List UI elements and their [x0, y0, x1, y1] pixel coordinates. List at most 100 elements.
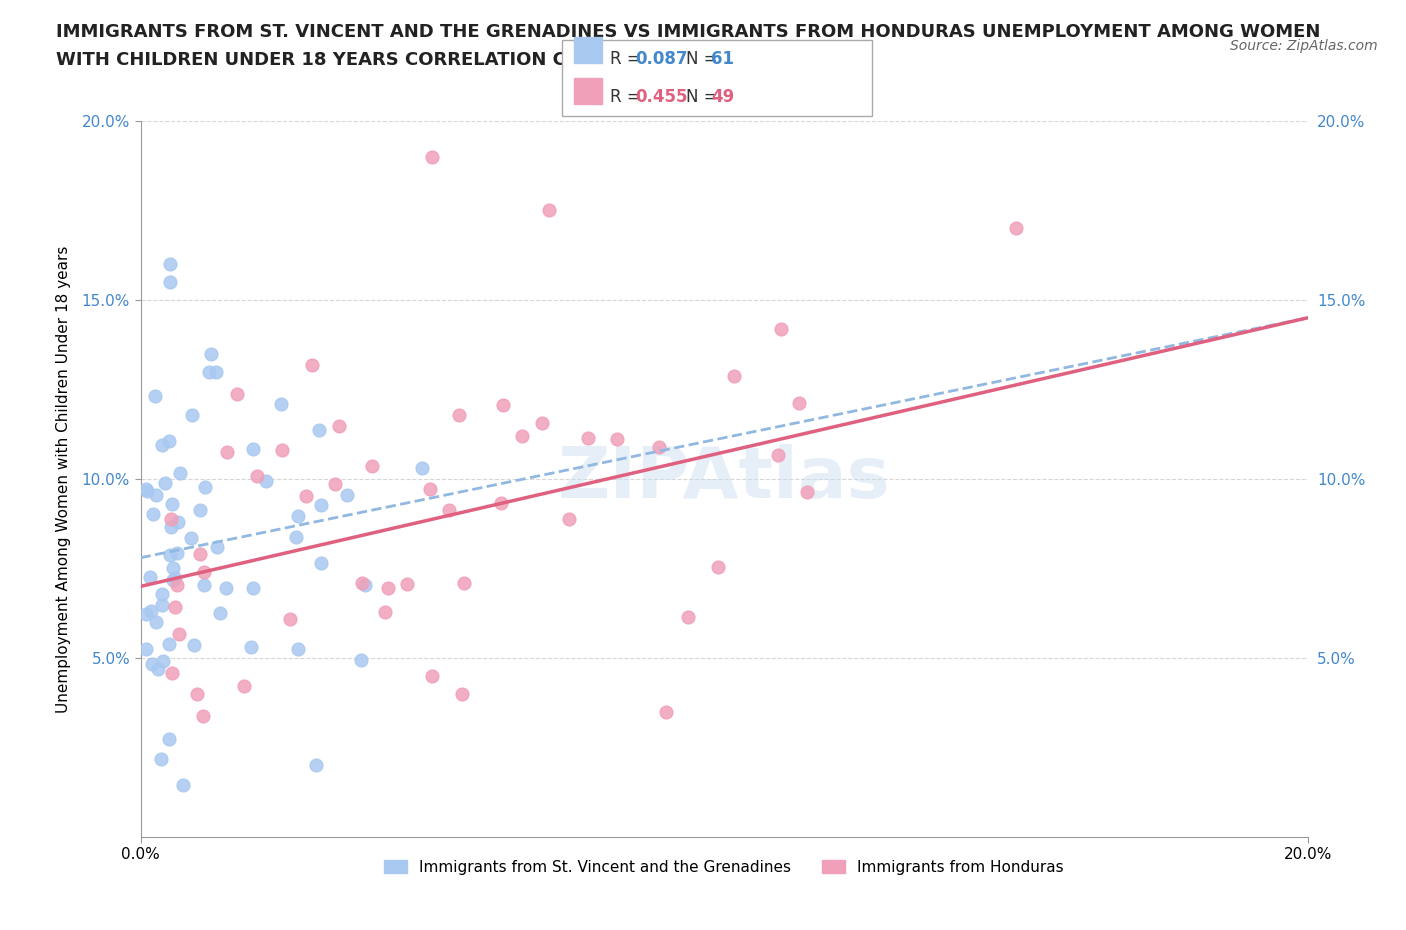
Point [655, 704, 678, 719]
Point [142, 506, 165, 521]
Point [183, 638, 205, 653]
Point [157, 434, 180, 449]
Point [242, 580, 264, 595]
Point [242, 441, 264, 456]
Point [145, 487, 167, 502]
Point [160, 519, 183, 534]
Point [328, 418, 350, 433]
Point [188, 502, 211, 517]
Point [240, 640, 263, 655]
Point [141, 657, 163, 671]
Point [193, 578, 215, 592]
Point [150, 587, 173, 602]
Point [160, 497, 183, 512]
Point [411, 460, 433, 475]
Point [558, 512, 581, 526]
Point [377, 580, 399, 595]
Point [246, 468, 269, 483]
Point [194, 480, 217, 495]
Point [155, 475, 177, 490]
Point [135, 642, 157, 657]
Point [193, 708, 215, 723]
Point [157, 732, 180, 747]
Point [447, 407, 470, 422]
Point [232, 678, 254, 693]
Point [148, 662, 170, 677]
Point [159, 274, 181, 289]
Point [159, 257, 181, 272]
Point [723, 368, 745, 383]
Point [165, 571, 187, 586]
Point [205, 364, 228, 379]
Text: 0.455: 0.455 [636, 88, 688, 106]
Point [422, 149, 444, 164]
Point [135, 482, 157, 497]
Point [167, 627, 190, 642]
Point [162, 560, 184, 575]
Point [374, 604, 396, 619]
Point [139, 569, 162, 584]
Point [159, 548, 181, 563]
Point [336, 488, 359, 503]
Point [180, 531, 202, 546]
Point [510, 429, 533, 444]
Point [150, 438, 173, 453]
Point [181, 408, 204, 423]
Point [205, 539, 228, 554]
Point [198, 365, 221, 379]
Point [309, 498, 332, 512]
Point [350, 653, 373, 668]
Point [1005, 220, 1028, 235]
Point [172, 778, 194, 793]
Point [157, 636, 180, 651]
Y-axis label: Unemployment Among Women with Children Under 18 years: Unemployment Among Women with Children U… [56, 246, 70, 712]
Point [200, 346, 222, 361]
Point [796, 485, 818, 500]
Point [136, 484, 159, 498]
Point [301, 358, 323, 373]
Text: N =: N = [686, 88, 723, 106]
Point [287, 508, 309, 523]
Text: 61: 61 [711, 50, 734, 68]
Point [323, 477, 346, 492]
Point [214, 581, 236, 596]
Point [361, 459, 384, 474]
Text: WITH CHILDREN UNDER 18 YEARS CORRELATION CHART: WITH CHILDREN UNDER 18 YEARS CORRELATION… [56, 51, 620, 69]
Point [163, 600, 186, 615]
Text: 0.087: 0.087 [636, 50, 688, 68]
Point [217, 445, 239, 459]
Point [396, 577, 419, 591]
Point [489, 496, 512, 511]
Point [166, 578, 188, 592]
Point [150, 598, 173, 613]
Point [492, 397, 515, 412]
Point [278, 612, 301, 627]
Point [287, 642, 309, 657]
Point [311, 555, 333, 570]
Point [531, 415, 554, 430]
Point [166, 514, 188, 529]
Point [768, 447, 790, 462]
Point [419, 482, 441, 497]
Point [422, 669, 444, 684]
Point [450, 686, 472, 701]
Point [437, 503, 460, 518]
Text: R =: R = [610, 50, 647, 68]
Point [770, 322, 793, 337]
Text: N =: N = [686, 50, 723, 68]
Point [254, 473, 277, 488]
Point [353, 578, 375, 592]
Point [188, 547, 211, 562]
Point [294, 489, 316, 504]
Point [606, 432, 628, 446]
Point [226, 387, 249, 402]
Point [135, 606, 157, 621]
Point [787, 395, 810, 410]
Point [707, 560, 730, 575]
Point [209, 605, 232, 620]
Text: IMMIGRANTS FROM ST. VINCENT AND THE GRENADINES VS IMMIGRANTS FROM HONDURAS UNEMP: IMMIGRANTS FROM ST. VINCENT AND THE GREN… [56, 23, 1320, 41]
Text: 49: 49 [711, 88, 735, 106]
Point [308, 422, 330, 437]
Text: Source: ZipAtlas.com: Source: ZipAtlas.com [1230, 39, 1378, 53]
Point [186, 686, 208, 701]
